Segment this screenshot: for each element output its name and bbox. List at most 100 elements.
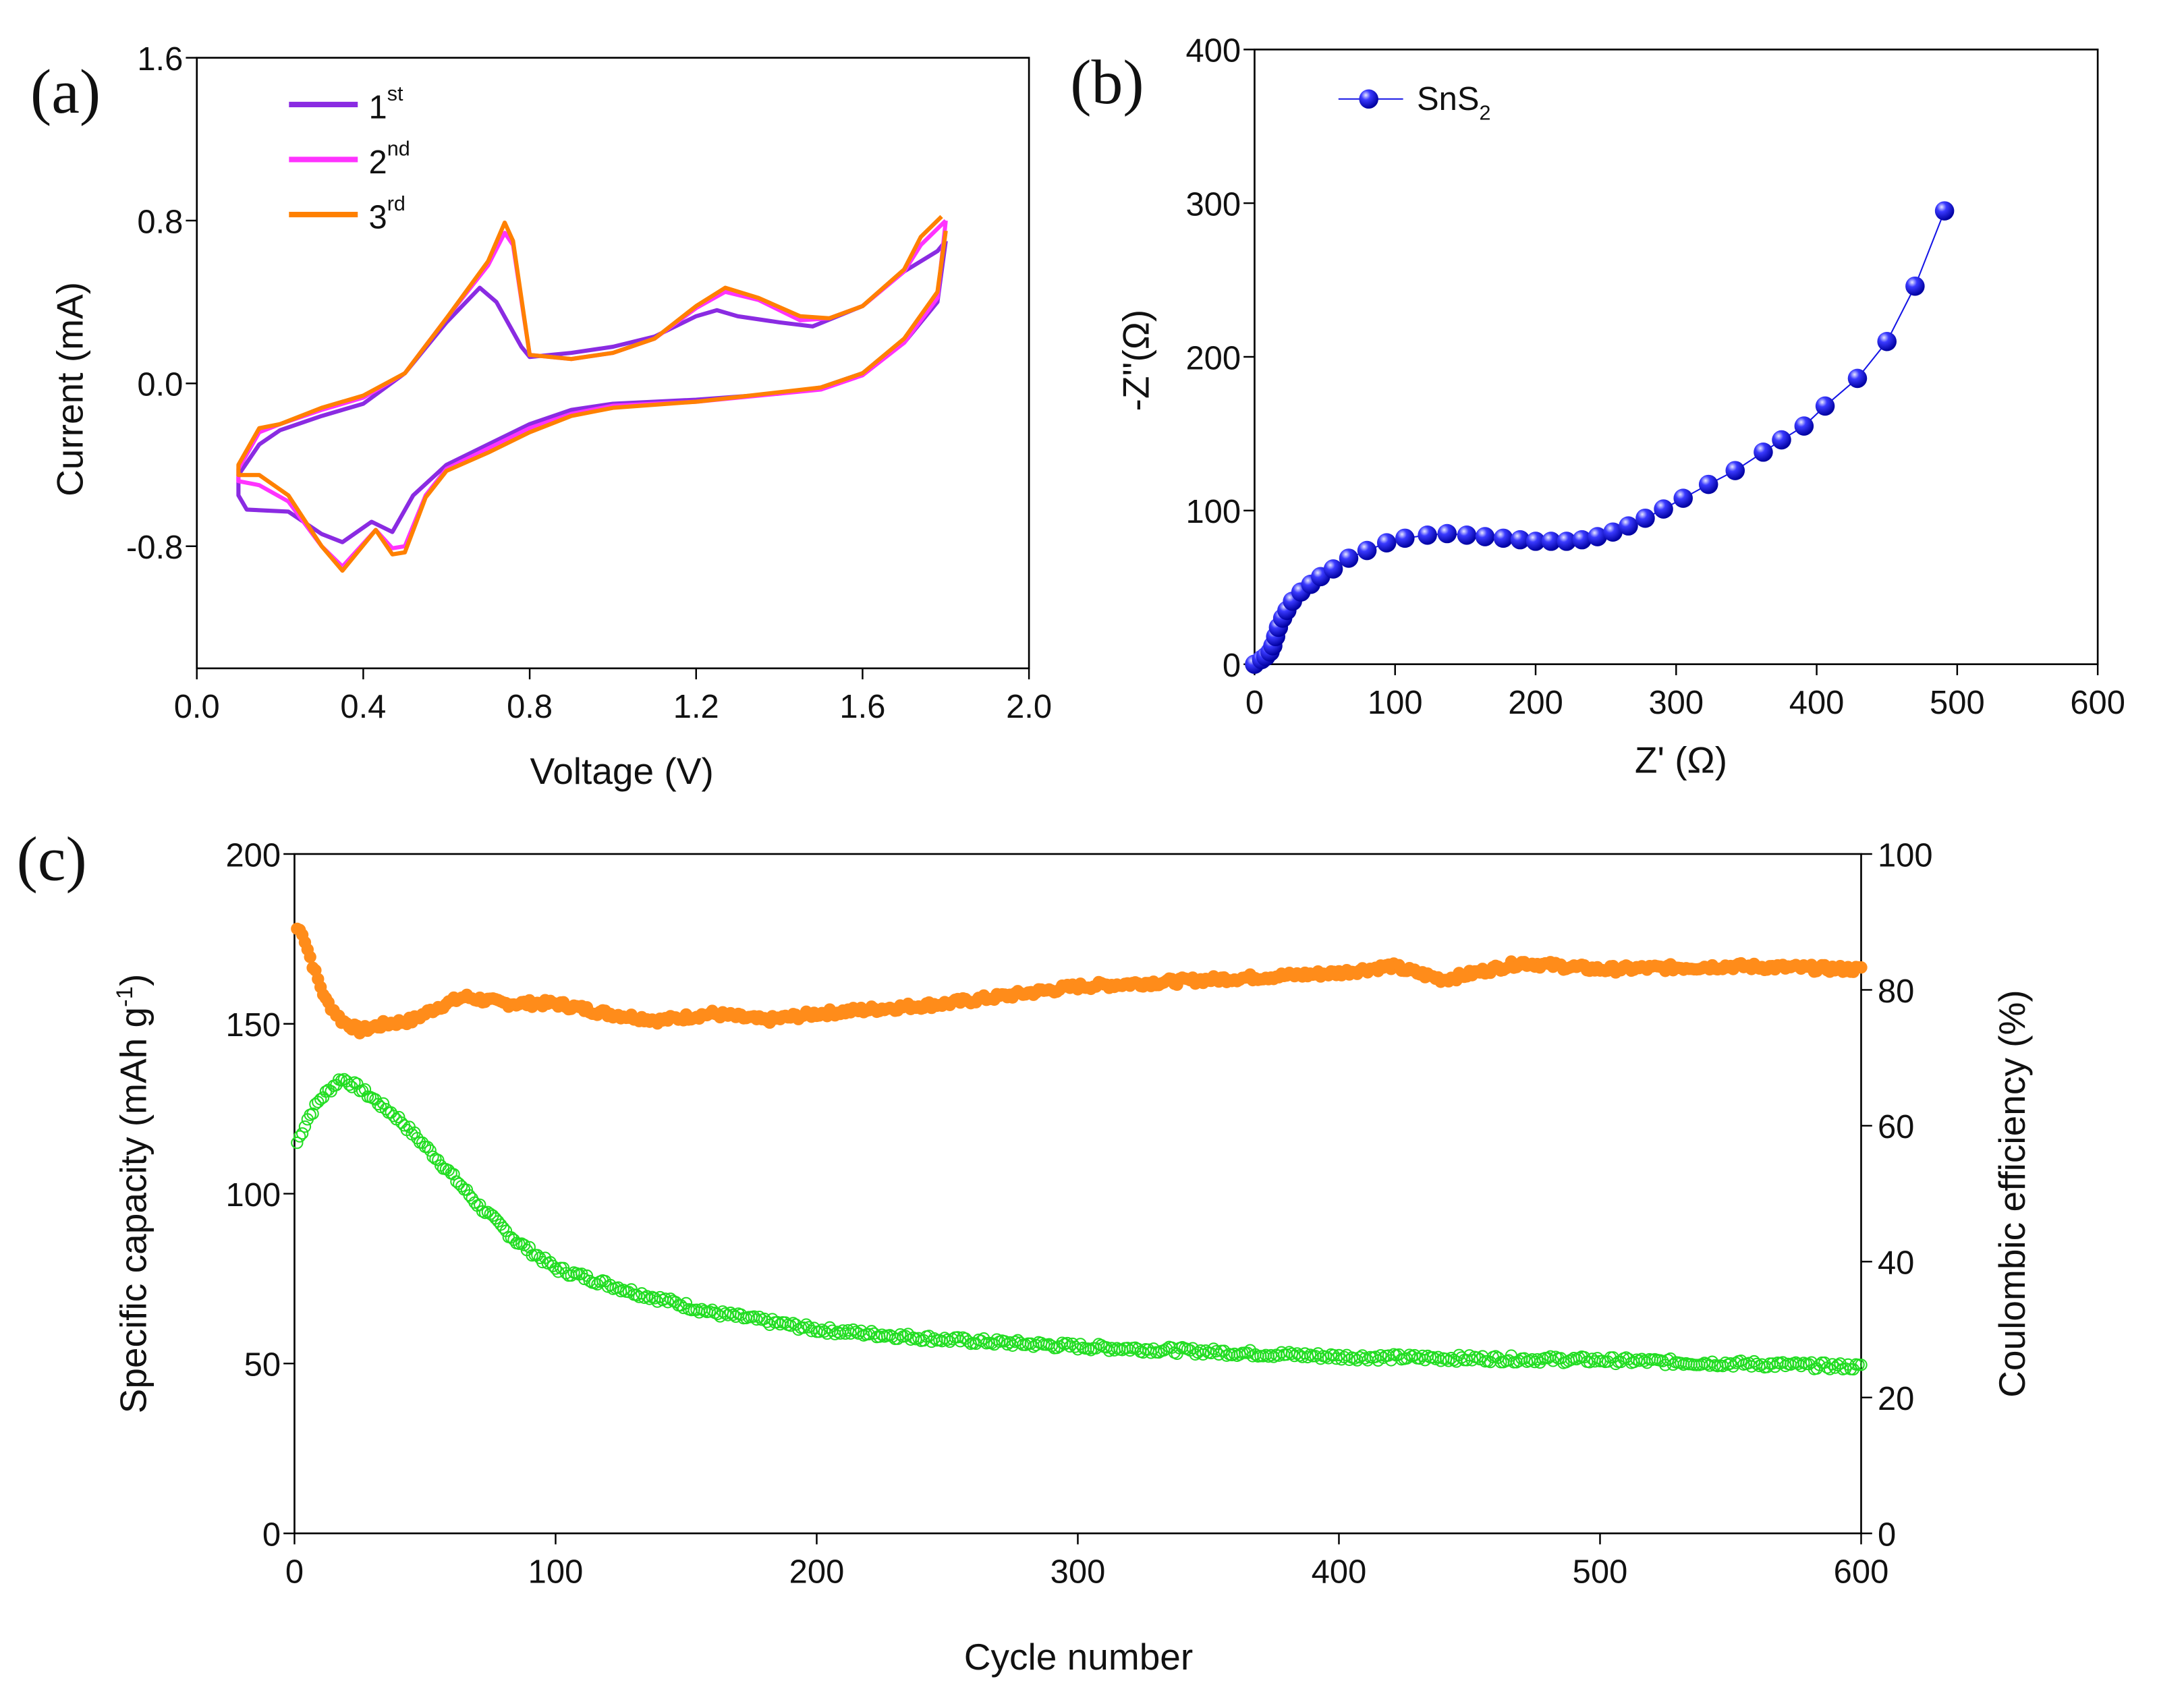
green-data-point <box>1210 1345 1223 1358</box>
x-tick-label: 100 <box>1368 685 1423 721</box>
green-data-point <box>1374 1348 1387 1362</box>
eis-point <box>1725 461 1745 480</box>
x-tick-label: 300 <box>1648 685 1704 721</box>
ylabel-a: Current (mA) <box>49 282 91 496</box>
green-data-point <box>813 1326 826 1338</box>
y-tick-label: 0 <box>262 1516 281 1553</box>
green-data-point <box>1001 1338 1014 1351</box>
green-data-point <box>1084 1344 1098 1357</box>
eis-point <box>1493 528 1513 548</box>
x-tick-label: 600 <box>2070 685 2125 721</box>
cv-curve-cycle-1 <box>236 239 948 544</box>
x-tick-label: 300 <box>1051 1554 1106 1590</box>
y2-tick-label: 60 <box>1878 1109 1914 1145</box>
y-tick-label: 0.0 <box>137 367 183 403</box>
green-data-point <box>1233 1348 1246 1361</box>
eis-point <box>1557 532 1577 551</box>
y-tick-label: 0 <box>1223 648 1241 684</box>
green-data-point <box>497 1221 510 1234</box>
green-data-point <box>298 1120 312 1133</box>
green-data-point <box>293 1130 306 1143</box>
orange-data-point <box>1855 961 1868 974</box>
green-data-point <box>990 1333 1003 1346</box>
eis-point <box>1698 474 1718 494</box>
eis-point <box>1437 523 1457 544</box>
green-data-point <box>408 1126 421 1139</box>
eis-point <box>1510 530 1530 550</box>
green-data-point <box>1528 1355 1541 1369</box>
xlabel-c: Cycle number <box>964 1636 1194 1678</box>
xlabel-b: Z' (Ω) <box>1635 739 1727 781</box>
xlabel-a: Voltage (V) <box>530 750 714 792</box>
green-data-point <box>447 1168 460 1180</box>
green-data-point <box>1301 1350 1314 1364</box>
y2label-c: Coulombic efficiency (%) <box>1991 990 2033 1398</box>
legend-label: 3rd <box>369 192 405 236</box>
y-tick-label: 0.8 <box>137 204 183 240</box>
green-data-point <box>1160 1342 1173 1355</box>
green-data-point <box>1826 1358 1839 1371</box>
green-data-point <box>1314 1352 1327 1365</box>
x-tick-label: 0.0 <box>174 689 220 725</box>
y-tick-label: 300 <box>1185 187 1241 223</box>
eis-point <box>1457 525 1477 545</box>
green-data-point <box>376 1097 390 1110</box>
green-data-point <box>1549 1350 1562 1363</box>
green-data-point <box>296 1127 309 1140</box>
y-tick-label: 200 <box>225 837 281 874</box>
eis-point <box>1934 201 1955 221</box>
ylabel-b: -Z''(Ω) <box>1115 310 1156 411</box>
x-tick-label: 0 <box>1245 685 1264 721</box>
x-tick-label: 500 <box>1930 685 1985 721</box>
y2-tick-label: 80 <box>1878 973 1914 1010</box>
green-data-point <box>1197 1348 1210 1361</box>
green-data-point <box>578 1272 591 1286</box>
legend-marker <box>1359 89 1378 109</box>
legend-label: SnS2 <box>1417 81 1490 124</box>
eis-line <box>1254 210 1946 665</box>
eis-point <box>1588 527 1607 546</box>
y-tick-label: 100 <box>225 1177 281 1214</box>
plot-frame-c <box>293 853 1862 1535</box>
y-tick-label: 100 <box>1185 494 1241 530</box>
green-data-point <box>1432 1350 1445 1364</box>
y-tick-label: 400 <box>1185 33 1241 69</box>
eis-point <box>1635 508 1655 528</box>
x-tick-label: 0.4 <box>340 689 386 725</box>
x-tick-label: 500 <box>1573 1554 1628 1590</box>
eis-point <box>1754 443 1773 462</box>
x-tick-label: 200 <box>1508 685 1563 721</box>
y2-tick-label: 100 <box>1878 837 1933 874</box>
eis-point <box>1673 488 1693 508</box>
x-tick-label: 400 <box>1312 1554 1367 1590</box>
x-tick-label: 0 <box>285 1554 304 1590</box>
legend-label: 1st <box>369 82 403 126</box>
green-data-point <box>1061 1336 1074 1350</box>
eis-point <box>1905 276 1925 296</box>
eis-point <box>1772 430 1791 450</box>
green-data-point <box>291 1136 304 1149</box>
plot-frame-b <box>1254 49 2099 665</box>
y2-tick-label: 20 <box>1878 1381 1914 1417</box>
green-data-point <box>894 1328 907 1341</box>
green-data-point <box>306 1107 319 1120</box>
eis-point <box>1323 559 1343 579</box>
eis-point <box>1418 525 1437 545</box>
y-tick-label: 150 <box>225 1007 281 1044</box>
eis-point <box>1847 368 1868 389</box>
eis-point <box>1357 540 1377 561</box>
eis-point <box>1877 331 1897 351</box>
eis-point <box>1794 416 1814 436</box>
cv-curve-cycle-3 <box>236 215 948 573</box>
x-tick-label: 2.0 <box>1006 689 1052 725</box>
green-data-point <box>476 1205 489 1218</box>
green-data-point <box>617 1284 630 1297</box>
green-data-point <box>549 1262 562 1275</box>
eis-point <box>1619 516 1638 536</box>
cv-curve-cycle-2 <box>236 219 948 569</box>
eis-point <box>1603 522 1623 542</box>
y-tick-label: -0.8 <box>126 530 183 566</box>
green-data-point <box>421 1141 435 1154</box>
eis-point <box>1815 396 1835 416</box>
eis-point <box>1395 528 1415 548</box>
